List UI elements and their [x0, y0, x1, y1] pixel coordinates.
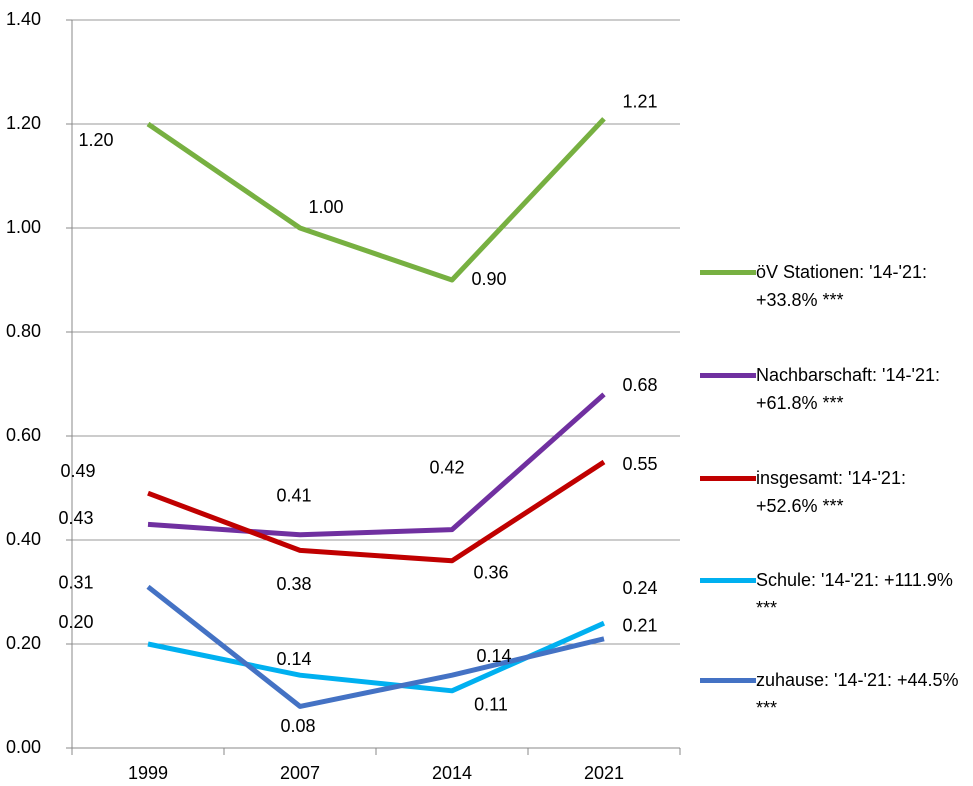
- legend-entry: insgesamt: '14-'21: +52.6% ***: [700, 464, 970, 520]
- legend-swatch: [700, 476, 756, 481]
- legend-swatch: [700, 270, 756, 275]
- y-tick-label: 0.00: [6, 737, 41, 757]
- data-label: 1.00: [308, 197, 343, 217]
- series-line: [146, 584, 605, 709]
- series-line: [146, 117, 606, 283]
- legend-label: öV Stationen: '14-'21: +33.8% ***: [756, 262, 927, 310]
- data-label: 0.42: [429, 457, 464, 477]
- x-tick-label: 2021: [584, 763, 624, 783]
- data-label: 0.38: [276, 574, 311, 594]
- data-label: 0.24: [622, 578, 657, 598]
- data-label: 0.11: [474, 695, 508, 715]
- x-tick-label: 2014: [432, 763, 472, 783]
- y-tick-label: 0.20: [6, 633, 41, 653]
- legend-swatch: [700, 578, 756, 583]
- y-tick-label: 1.00: [6, 217, 41, 237]
- legend-entry: zuhause: '14-'21: +44.5% ***: [700, 666, 970, 722]
- y-tick-label: 1.20: [6, 113, 41, 133]
- y-tick-label: 0.80: [6, 321, 41, 341]
- y-tick-label: 0.60: [6, 425, 41, 445]
- data-label: 0.20: [58, 612, 93, 632]
- data-label: 1.20: [78, 130, 113, 150]
- data-label: 0.21: [622, 616, 657, 636]
- legend-entry: Schule: '14-'21: +111.9% ***: [700, 566, 970, 622]
- legend-label: Schule: '14-'21: +111.9% ***: [756, 570, 953, 618]
- data-label: 0.08: [280, 716, 315, 736]
- data-label: 1.21: [622, 92, 657, 112]
- legend-entry: Nachbarschaft: '14-'21: +61.8% ***: [700, 361, 970, 417]
- legend-label: zuhause: '14-'21: +44.5% ***: [756, 670, 959, 718]
- series-line: [147, 392, 606, 538]
- legend-entry: öV Stationen: '14-'21: +33.8% ***: [700, 258, 970, 314]
- y-tick-label: 0.40: [6, 529, 41, 549]
- legend-label: insgesamt: '14-'21: +52.6% ***: [756, 468, 906, 516]
- data-label: 0.49: [60, 461, 95, 481]
- data-label: 0.14: [276, 649, 311, 669]
- legend-label: Nachbarschaft: '14-'21: +61.8% ***: [756, 365, 940, 413]
- data-label: 0.90: [471, 269, 506, 289]
- y-tick-label: 1.40: [6, 9, 41, 29]
- legend-swatch: [700, 373, 756, 378]
- data-label: 0.55: [622, 454, 657, 474]
- data-label: 0.43: [58, 508, 93, 528]
- data-label: 0.31: [58, 573, 93, 593]
- series-line: [147, 459, 606, 564]
- data-label: 0.41: [276, 486, 311, 506]
- legend-swatch: [700, 678, 756, 683]
- data-label: 0.36: [473, 563, 508, 583]
- x-tick-label: 1999: [128, 763, 168, 783]
- data-label: 0.68: [622, 375, 657, 395]
- data-label: 0.14: [476, 646, 511, 666]
- x-tick-label: 2007: [280, 763, 320, 783]
